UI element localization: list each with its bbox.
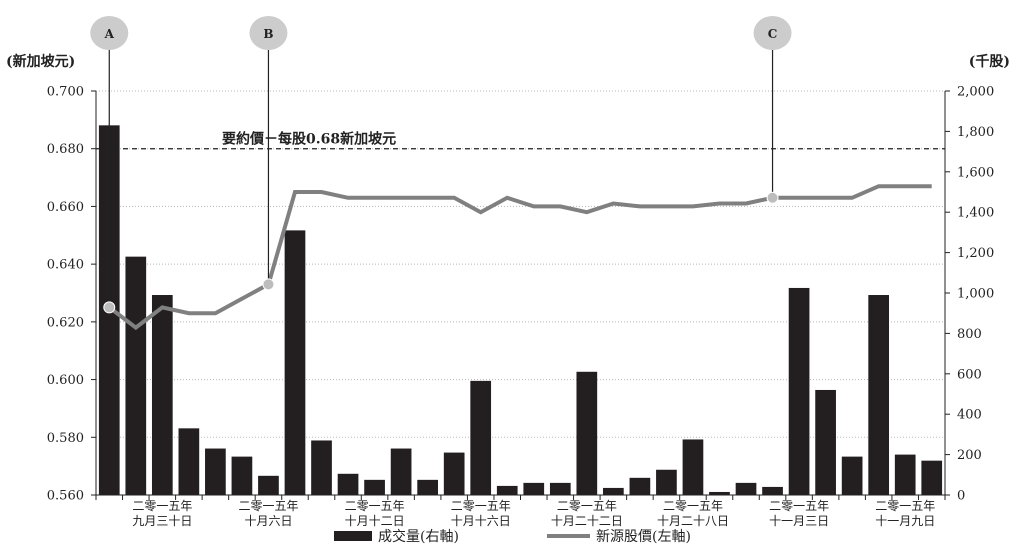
x-tick-label-line2: 十月六日	[244, 514, 292, 528]
legend-label-volume: 成交量(右軸)	[378, 528, 459, 545]
volume-bar	[258, 475, 279, 495]
x-tick-label-line1: 二零一五年	[345, 499, 405, 513]
legend-label-price: 新源股價(左軸)	[596, 528, 691, 545]
volume-bar	[337, 473, 359, 495]
legend: 成交量(右軸) 新源股價(左軸)	[334, 528, 691, 545]
left-tick-label: 0.660	[47, 200, 84, 215]
right-tick-label: 1,600	[957, 165, 994, 180]
right-tick-label: 600	[957, 367, 982, 382]
x-tick-label-line1: 二零一五年	[238, 499, 298, 513]
volume-bar	[205, 448, 226, 495]
right-tick-label: 800	[957, 327, 982, 342]
left-tick-label: 0.620	[47, 315, 84, 330]
marker-dot	[262, 278, 275, 291]
legend-swatch-volume	[334, 531, 372, 541]
volume-bar	[841, 456, 863, 495]
offer-price-reference: 要約價－每股0.68新加坡元	[96, 131, 945, 150]
volume-bar	[576, 371, 598, 495]
volume-bar	[417, 479, 438, 495]
right-tick-label: 2,000	[957, 85, 994, 100]
grid-lines	[96, 90, 945, 438]
volume-bar	[868, 295, 890, 495]
right-axis-unit: (千股)	[969, 53, 1010, 70]
x-tick-label-line2: 九月三十日	[132, 514, 192, 528]
axes: 0.560 0.580 0.600 0.620 0.640 0.660 0.680 0.700…	[6, 53, 1010, 528]
x-tick-label-line1: 二零一五年	[769, 499, 829, 513]
volume-bar	[523, 482, 545, 495]
volume-bar	[390, 448, 412, 495]
volume-bar	[364, 479, 385, 495]
event-markers: A B C	[90, 16, 792, 314]
volume-bar	[549, 482, 571, 495]
volume-bar	[735, 482, 757, 495]
x-tick-label-line2: 十月十六日	[451, 514, 511, 528]
volume-bar	[921, 460, 943, 495]
volume-bar	[231, 456, 253, 495]
price-line	[108, 184, 932, 331]
x-tick-label-line1: 二零一五年	[557, 499, 617, 513]
x-tick-label-line1: 二零一五年	[132, 499, 192, 513]
marker-label-b: B	[263, 27, 273, 41]
volume-bar	[496, 485, 518, 495]
x-tick-label-line1: 二零一五年	[663, 499, 723, 513]
volume-bar	[443, 452, 465, 495]
right-tick-label: 1,400	[957, 206, 994, 221]
volume-bar	[894, 454, 916, 495]
volume-bar	[815, 389, 836, 495]
marker-label-c: C	[768, 27, 778, 41]
right-tick-label: 1,200	[957, 246, 994, 261]
left-tick-label: 0.680	[47, 142, 84, 157]
volume-bar	[311, 440, 332, 495]
x-tick-label-line2: 十一月九日	[875, 514, 935, 528]
volume-bar	[178, 428, 200, 495]
x-tick-label-line2: 十月二十八日	[657, 514, 729, 528]
marker-dot	[766, 191, 779, 204]
right-tick-label: 1,000	[957, 287, 994, 302]
volume-bar	[603, 487, 624, 495]
right-tick-label: 1,800	[957, 125, 994, 140]
right-tick-label: 400	[957, 408, 982, 423]
left-tick-label: 0.600	[47, 373, 84, 388]
volume-bar	[709, 491, 730, 495]
volume-bar	[762, 486, 783, 495]
volume-bar	[629, 477, 651, 495]
right-tick-label: 0	[957, 489, 965, 504]
right-tick-label: 200	[957, 448, 982, 463]
x-tick-label-line1: 二零一五年	[875, 499, 935, 513]
marker-dot	[103, 301, 116, 314]
volume-bar	[682, 439, 704, 495]
volume-bars	[98, 125, 943, 495]
x-tick-label-line2: 十月十二日	[345, 514, 405, 528]
x-tick-label-line2: 十月二十二日	[551, 514, 623, 528]
volume-bar	[284, 230, 306, 495]
marker-label-a: A	[104, 27, 115, 41]
marker-bubble	[753, 16, 792, 50]
volume-bar	[125, 256, 147, 495]
left-tick-label: 0.580	[47, 431, 84, 446]
marker-bubble	[249, 16, 288, 50]
volume-bar	[656, 469, 677, 495]
left-tick-label: 0.640	[47, 258, 84, 273]
x-tick-label-line1: 二零一五年	[451, 499, 511, 513]
volume-bar	[470, 380, 492, 495]
x-tick-label-line2: 十一月三日	[769, 514, 829, 528]
volume-bar	[151, 295, 173, 495]
marker-bubble	[90, 16, 129, 50]
price-line-series	[108, 184, 932, 331]
left-tick-label: 0.560	[47, 489, 84, 504]
left-tick-label: 0.700	[47, 85, 84, 100]
offer-price-label: 要約價－每股0.68新加坡元	[222, 131, 396, 148]
left-axis-unit: (新加坡元)	[6, 53, 75, 70]
volume-bar	[788, 287, 810, 495]
